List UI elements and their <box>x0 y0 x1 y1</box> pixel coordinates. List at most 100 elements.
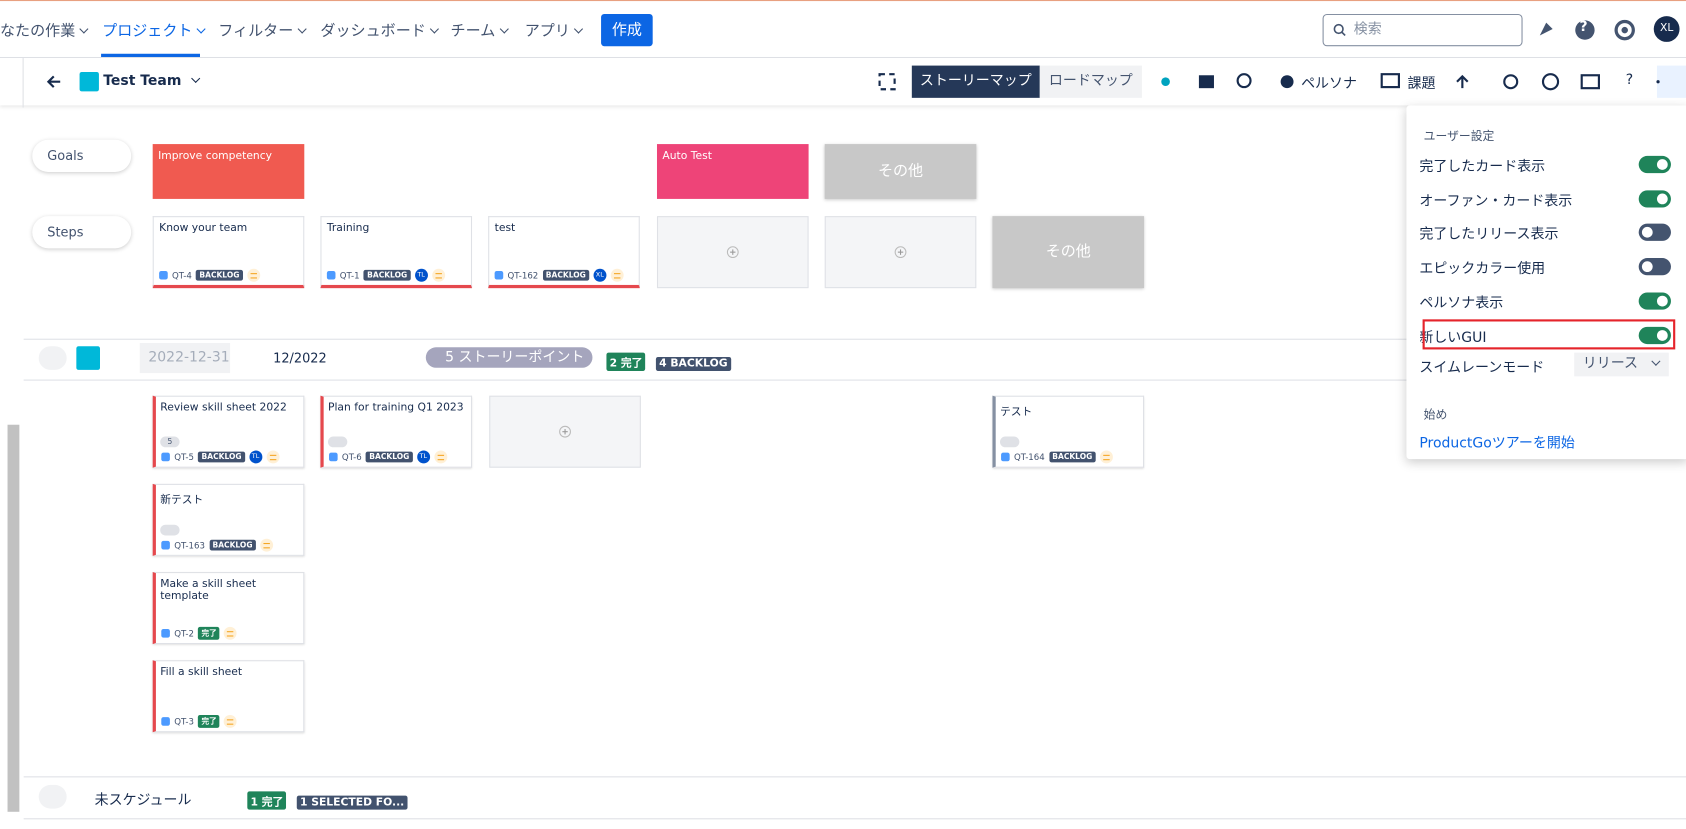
swimlane-select[interactable]: リリース <box>1574 352 1669 377</box>
nav-item[interactable]: チーム <box>450 19 509 41</box>
priority <box>431 268 445 282</box>
collapse[interactable] <box>38 784 67 809</box>
priority <box>1099 450 1113 464</box>
issues-button[interactable]: 課題 <box>1407 76 1436 93</box>
step-other[interactable]: その他 <box>992 216 1145 289</box>
release-backlog: 4 BACKLOG <box>655 351 731 371</box>
select-value: リリース <box>1582 355 1639 373</box>
card-footer: QT-5 BACKLOG TL <box>161 450 280 464</box>
card-title: テスト <box>999 406 1033 419</box>
toggle[interactable] <box>1638 224 1671 242</box>
nav-item[interactable]: フィルター <box>218 19 307 41</box>
goal-card[interactable]: Improve competency <box>152 144 305 199</box>
step-card[interactable]: Training QT-1 BACKLOG TL <box>320 216 473 289</box>
toggle-label: 新しいGUI <box>1419 329 1487 346</box>
project-title: Test Team <box>103 73 182 90</box>
empty-cell[interactable] <box>489 395 641 468</box>
type-icon <box>329 452 338 462</box>
chevron <box>79 24 89 34</box>
nav-item[interactable]: プロジェクト <box>102 19 206 41</box>
goal-card[interactable]: Auto Test <box>656 144 809 199</box>
search[interactable]: 検索 <box>1322 13 1523 47</box>
toggle-label: エピックカラー使用 <box>1419 261 1546 278</box>
scrollbar[interactable] <box>7 424 20 812</box>
issue-key: QT-3 <box>174 716 195 727</box>
nav-label: なたの作業 <box>0 22 76 40</box>
step-card[interactable]: Know your team QT-4 BACKLOG <box>152 216 305 289</box>
release-icon <box>76 346 100 370</box>
empty-cell[interactable] <box>656 216 809 289</box>
release-done: 2 完了 <box>606 351 646 371</box>
priority <box>260 538 273 552</box>
issue-key: QT-2 <box>174 628 195 639</box>
tab-active[interactable]: ストーリーマップ <box>911 65 1040 98</box>
tour-link[interactable]: ProductGoツアーを開始 <box>1419 435 1575 452</box>
story-card[interactable]: 新テスト QT-163 BACKLOG <box>152 483 305 556</box>
goals-label: Goals <box>32 139 132 173</box>
empty-cell[interactable] <box>824 216 977 289</box>
type-icon <box>161 452 170 462</box>
step-card[interactable]: test QT-162 BACKLOG XL <box>488 216 640 289</box>
more-button[interactable] <box>1656 65 1686 98</box>
persona-button[interactable]: ペルソナ <box>1301 76 1357 93</box>
toolbar-icons <box>878 73 1660 91</box>
assignee: TL <box>249 450 263 464</box>
create-button[interactable]: 作成 <box>601 13 653 47</box>
nav-item[interactable]: なたの作業 <box>0 19 89 41</box>
toggle[interactable] <box>1638 292 1671 310</box>
unscheduled-name: 未スケジュール <box>94 792 192 809</box>
type-icon <box>326 270 336 280</box>
toggle[interactable] <box>1638 258 1671 276</box>
nav-label: ダッシュボード <box>320 22 426 40</box>
card-footer: QT-2 完了 <box>161 626 238 640</box>
type-icon <box>161 540 170 550</box>
priority <box>266 450 280 464</box>
collapse[interactable] <box>38 346 67 370</box>
story-card[interactable]: テスト QT-164 BACKLOG <box>992 395 1145 468</box>
toggle[interactable] <box>1638 155 1671 174</box>
toggle[interactable] <box>1638 326 1671 344</box>
toggle-label: ペルソナ表示 <box>1419 295 1504 312</box>
type-icon <box>494 270 504 280</box>
story-card[interactable]: Review skill sheet 2022 5 QT-5 BACKLOG TL <box>152 395 305 468</box>
card-footer: QT-164 BACKLOG <box>1001 450 1113 464</box>
card-title: Fill a skill sheet <box>160 666 243 679</box>
card-title: Make a skill sheet template <box>160 578 257 603</box>
priority <box>434 450 447 464</box>
card-footer: QT-6 BACKLOG TL <box>329 450 447 464</box>
nav-item[interactable]: ダッシュボード <box>320 19 439 41</box>
status: BACKLOG <box>209 539 256 551</box>
nav-label: チーム <box>450 22 496 40</box>
avatar[interactable]: XL <box>1653 16 1680 42</box>
nav-icons[interactable] <box>1535 18 1664 42</box>
status: BACKLOG <box>366 451 413 463</box>
goal-other[interactable]: その他 <box>824 144 977 199</box>
card-title: Know your team <box>159 222 248 235</box>
story-card[interactable]: Make a skill sheet template QT-2 完了 <box>152 572 305 645</box>
help-glyph: ? <box>1579 19 1588 36</box>
status: 完了 <box>198 715 220 728</box>
toggle-label: 完了したカード表示 <box>1419 159 1546 176</box>
nav-label: アプリ <box>524 22 570 40</box>
priority <box>246 268 260 282</box>
story-card[interactable]: Fill a skill sheet QT-3 完了 <box>152 660 305 733</box>
status: BACKLOG <box>196 269 243 281</box>
toggle[interactable] <box>1638 189 1671 208</box>
story-card[interactable]: Plan for training Q1 2023 QT-6 BACKLOG TL <box>320 395 473 468</box>
swimlane-label: スイムレーンモード <box>1419 360 1545 377</box>
top-line <box>0 0 1686 2</box>
back-icon[interactable] <box>45 73 62 90</box>
help-button[interactable]: ? <box>1625 72 1634 89</box>
type-icon <box>159 270 168 280</box>
type-icon <box>161 629 170 638</box>
tab[interactable]: ロードマップ <box>1039 65 1142 98</box>
project-name[interactable]: Test Team <box>103 73 200 90</box>
nav-item[interactable]: アプリ <box>524 19 584 41</box>
release-date[interactable]: 2022-12-31 <box>139 342 231 374</box>
card-footer: QT-163 BACKLOG <box>161 538 273 552</box>
highlight <box>1422 319 1676 350</box>
status: BACKLOG <box>363 269 411 281</box>
points: 5 ストーリーポイント <box>425 347 593 368</box>
issue-key: QT-162 <box>507 270 539 281</box>
